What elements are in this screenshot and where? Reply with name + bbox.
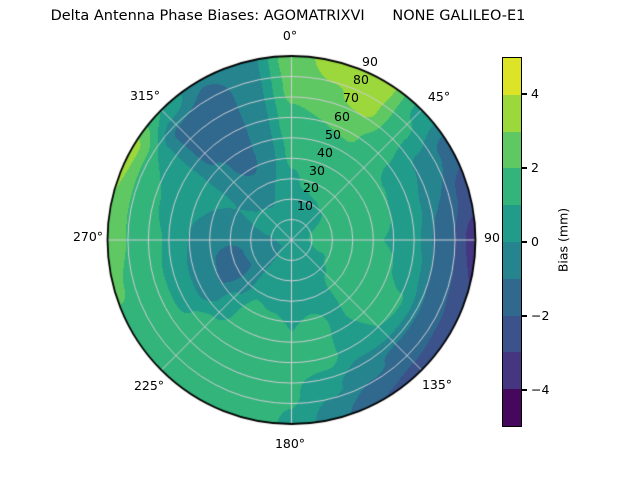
- theta-label-90: 90: [484, 229, 500, 245]
- theta-label-0: 0°: [282, 27, 298, 43]
- colorbar-tick: [522, 389, 527, 391]
- r-tick-label-90: 90: [362, 53, 378, 69]
- theta-label-225: 225°: [133, 377, 165, 393]
- r-tick-label-60: 60: [334, 108, 350, 124]
- r-tick-label-70: 70: [343, 89, 359, 105]
- colorbar-tick-label-0: 0: [531, 233, 539, 249]
- theta-label-180: 180°: [274, 435, 306, 451]
- r-tick-label-50: 50: [325, 126, 341, 142]
- colorbar-tick: [522, 93, 527, 95]
- colorbar-tick: [522, 241, 527, 243]
- colorbar-tick-label-2: 2: [531, 159, 539, 175]
- colorbar-tick: [522, 315, 527, 317]
- colorbar-tick: [522, 167, 527, 169]
- colorbar-tick-label-neg4: −4: [531, 381, 550, 397]
- colorbar-tick-label-neg2: −2: [531, 307, 550, 323]
- r-tick-label-20: 20: [303, 179, 319, 195]
- r-tick-label-10: 10: [297, 197, 313, 213]
- colorbar-tick-label-4: 4: [531, 85, 539, 101]
- colorbar-axis-label: Bias (mm): [555, 207, 571, 273]
- r-tick-label-30: 30: [309, 162, 325, 178]
- r-tick-label-40: 40: [317, 144, 333, 160]
- colorbar-gradient: [503, 58, 521, 426]
- theta-label-315: 315°: [129, 87, 161, 103]
- r-tick-label-80: 80: [353, 71, 369, 87]
- theta-label-135: 135°: [421, 376, 453, 392]
- colorbar: [502, 57, 522, 427]
- theta-label-270: 270°: [72, 228, 104, 244]
- theta-label-45: 45°: [427, 88, 451, 104]
